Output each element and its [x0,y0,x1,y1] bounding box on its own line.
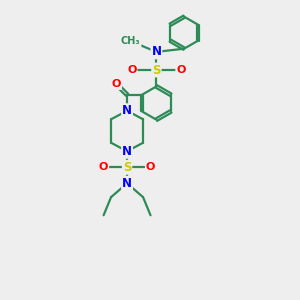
Text: O: O [176,65,186,75]
Text: O: O [99,162,108,172]
Text: O: O [112,79,121,89]
Text: CH₃: CH₃ [121,36,141,46]
Text: O: O [127,65,136,75]
Text: S: S [152,64,160,76]
Text: S: S [123,161,131,174]
Text: N: N [152,45,161,58]
Text: N: N [122,177,132,190]
Text: N: N [122,104,132,117]
Text: O: O [146,162,155,172]
Text: N: N [122,145,132,158]
